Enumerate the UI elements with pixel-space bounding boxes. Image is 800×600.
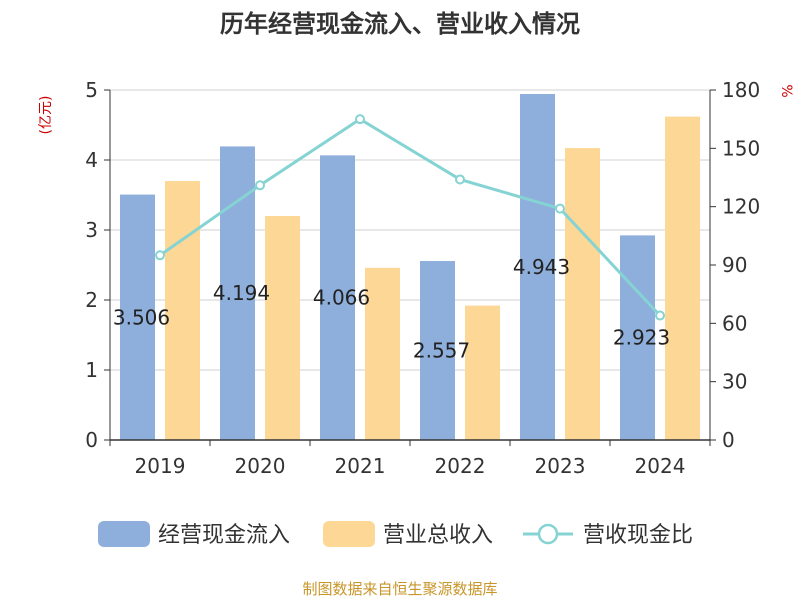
bar-cash-inflow bbox=[620, 235, 655, 440]
right-axis-tick-label: 90 bbox=[722, 253, 747, 277]
left-axis-tick-label: 3 bbox=[85, 218, 98, 242]
x-axis-tick-label: 2021 bbox=[335, 454, 386, 478]
bar-cash-inflow bbox=[320, 155, 355, 440]
x-axis-tick-label: 2024 bbox=[635, 454, 686, 478]
right-axis-tick-label: 30 bbox=[722, 370, 747, 394]
right-axis-tick-label: 0 bbox=[722, 428, 735, 452]
bar-cash-inflow bbox=[420, 261, 455, 440]
right-axis-tick-label: 180 bbox=[722, 78, 760, 102]
legend-label-ratio: 营收现金比 bbox=[583, 523, 693, 548]
bar-revenue bbox=[665, 116, 700, 440]
grid bbox=[110, 89, 710, 371]
left-axis-tick-label: 2 bbox=[85, 288, 98, 312]
data-label: 4.066 bbox=[313, 286, 370, 310]
bar-cash-inflow bbox=[220, 146, 255, 441]
ratio-point bbox=[455, 174, 465, 185]
bar-revenue bbox=[465, 305, 500, 440]
data-labels: 3.506 4.194 4.066 2.557 4.943 2.923 bbox=[113, 255, 670, 363]
left-axis-tick-label: 5 bbox=[85, 78, 98, 102]
legend-swatch-revenue bbox=[323, 521, 375, 547]
x-axis-tick-label: 2020 bbox=[235, 454, 286, 478]
bar-revenue bbox=[565, 148, 600, 440]
x-axis-tick-label: 2023 bbox=[535, 454, 586, 478]
right-axis-tick-label: 60 bbox=[722, 311, 747, 335]
left-axis-unit: (亿元) bbox=[38, 96, 54, 135]
data-label: 3.506 bbox=[113, 305, 170, 329]
left-axis-tick-label: 0 bbox=[85, 428, 98, 452]
ratio-line bbox=[159, 117, 662, 317]
legend-swatch-cash-inflow bbox=[98, 521, 150, 547]
bar-revenue bbox=[265, 216, 300, 440]
ratio-point bbox=[655, 310, 665, 321]
data-label: 4.943 bbox=[513, 255, 570, 279]
legend-label-cash-inflow: 经营现金流入 bbox=[158, 523, 290, 548]
bar-revenue bbox=[165, 181, 200, 440]
axes: 0 1 2 3 4 5 0 30 60 90 120 150 180 2019 2020 2021 2022 20… bbox=[85, 78, 760, 478]
bar-cash-inflow bbox=[520, 93, 555, 441]
right-axis-tick-label: 120 bbox=[722, 195, 760, 219]
bars bbox=[120, 93, 700, 441]
bar-revenue bbox=[365, 267, 400, 440]
x-axis-tick-label: 2022 bbox=[435, 454, 486, 478]
legend-swatch-ratio-point bbox=[537, 523, 559, 545]
left-axis-tick-label: 1 bbox=[85, 358, 98, 382]
right-axis-unit: % bbox=[778, 84, 794, 97]
right-axis-tick-label: 150 bbox=[722, 136, 760, 160]
data-label: 4.194 bbox=[213, 281, 270, 305]
source-note: 制图数据来自恒生聚源数据库 bbox=[302, 580, 497, 598]
ratio-point bbox=[555, 203, 565, 214]
line-series bbox=[155, 114, 665, 321]
ratio-point bbox=[155, 250, 165, 261]
bar-cash-inflow bbox=[120, 194, 155, 440]
left-axis-tick-label: 4 bbox=[85, 148, 98, 172]
data-label: 2.557 bbox=[413, 339, 470, 363]
ratio-point bbox=[255, 180, 265, 191]
x-axis-tick-label: 2019 bbox=[135, 454, 186, 478]
chart-title: 历年经营现金流入、营业收入情况 bbox=[220, 10, 580, 38]
legend: 经营现金流入 营业总收入 营收现金比 bbox=[98, 521, 693, 548]
ratio-point bbox=[355, 114, 365, 125]
legend-label-revenue: 营业总收入 bbox=[383, 523, 493, 548]
data-label: 2.923 bbox=[613, 326, 670, 350]
